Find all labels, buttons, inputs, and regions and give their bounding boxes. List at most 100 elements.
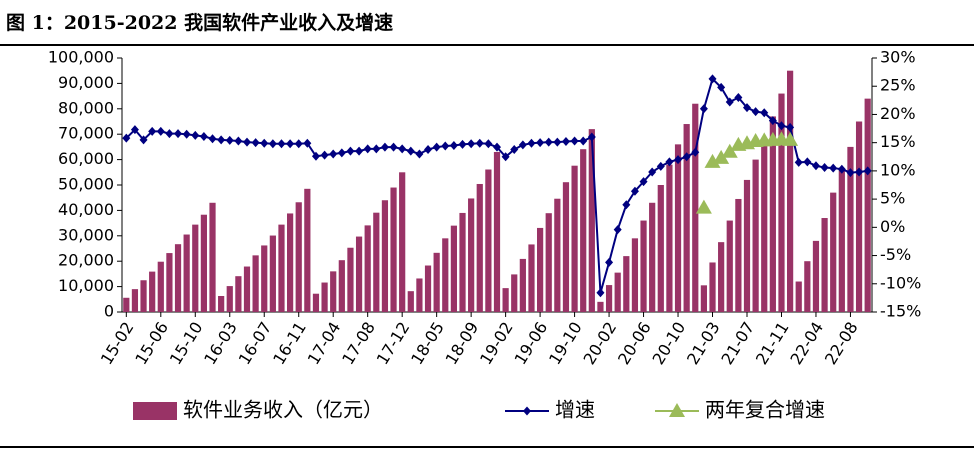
y-tick-label: 30,000: [58, 225, 114, 244]
line-marker: [165, 129, 174, 139]
bar: [674, 144, 682, 312]
line-marker: [441, 141, 450, 151]
line-marker: [837, 164, 846, 174]
line-marker: [199, 131, 208, 141]
bar: [778, 93, 785, 312]
legend-label: 软件业务收入（亿元）: [183, 398, 383, 422]
bar: [847, 146, 854, 312]
x-tick-label: 16-07: [235, 318, 276, 368]
bar: [347, 247, 354, 312]
bar: [235, 276, 242, 312]
y-tick-label: 20,000: [58, 251, 114, 270]
bar: [468, 198, 475, 312]
line-marker: [734, 93, 743, 103]
bar: [390, 187, 397, 312]
bar: [571, 165, 578, 312]
y2-tick-label: 5%: [880, 189, 905, 208]
line-marker: [277, 139, 286, 149]
line-marker: [648, 167, 657, 177]
line-marker: [587, 132, 596, 142]
line-marker: [630, 186, 639, 196]
line-marker: [536, 138, 545, 148]
x-tick-label: 16-11: [269, 318, 310, 368]
line-marker: [311, 151, 320, 161]
bar: [157, 261, 164, 312]
bar: [364, 225, 371, 312]
bar: [554, 198, 561, 312]
line-marker: [424, 144, 433, 154]
bar: [209, 202, 216, 312]
legend-swatch: [133, 402, 177, 420]
x-tick-label: 15-02: [97, 318, 138, 368]
triangle-marker: [713, 149, 730, 164]
line-marker: [415, 149, 424, 159]
bar: [355, 236, 363, 312]
line-marker: [708, 74, 717, 84]
y-tick-label: 90,000: [58, 73, 114, 92]
line-marker: [803, 157, 812, 167]
bar: [295, 202, 302, 312]
y2-tick-label: -5%: [880, 245, 911, 264]
x-tick-label: 20-10: [648, 318, 689, 368]
bar: [545, 213, 552, 312]
triangle-marker: [695, 199, 712, 214]
bar: [192, 224, 199, 312]
bar: [373, 212, 380, 312]
bar: [476, 183, 483, 312]
bar: [166, 253, 173, 312]
line-marker: [743, 103, 751, 113]
line-marker: [432, 142, 441, 152]
line-marker: [622, 200, 631, 210]
y-tick-label: 10,000: [58, 276, 114, 295]
y2-tick-label: 25%: [880, 76, 916, 95]
line-marker: [191, 130, 200, 140]
line-marker: [656, 161, 665, 171]
bar: [149, 271, 156, 312]
line-marker: [794, 157, 803, 167]
bar: [864, 98, 871, 312]
line-marker: [760, 108, 769, 118]
line-marker: [786, 122, 795, 132]
line-marker: [182, 129, 191, 139]
line-marker: [458, 139, 467, 149]
line-marker: [225, 135, 234, 145]
x-tick-label: 21-11: [752, 318, 793, 368]
y2-tick-label: -15%: [880, 302, 921, 321]
line-marker: [665, 157, 674, 167]
y2-tick-label: 15%: [880, 132, 916, 151]
bar: [218, 295, 225, 312]
bar: [381, 200, 389, 312]
line-marker: [286, 139, 295, 149]
bar: [804, 261, 811, 312]
line-marker: [398, 144, 407, 154]
bar: [174, 244, 182, 312]
y-tick-label: 50,000: [58, 175, 114, 194]
line-marker: [829, 163, 838, 173]
bar: [562, 182, 570, 312]
line-marker: [389, 142, 398, 152]
line-marker: [406, 146, 415, 156]
line-marker: [346, 146, 355, 156]
bar: [252, 255, 259, 312]
bar: [459, 212, 466, 312]
x-tick-label: 18-05: [407, 318, 448, 368]
triangle-marker: [721, 143, 738, 158]
bar: [321, 282, 328, 312]
bar: [140, 280, 147, 312]
y-tick-label: 70,000: [58, 124, 114, 143]
bar: [399, 172, 406, 312]
line-marker: [579, 136, 588, 146]
line-marker: [208, 134, 217, 144]
bar: [519, 258, 526, 312]
line-marker: [355, 146, 364, 156]
y2-tick-label: 20%: [880, 104, 916, 123]
line-marker: [174, 129, 183, 139]
bar: [485, 169, 492, 312]
y2-tick-label: 0%: [880, 217, 905, 236]
bar: [226, 286, 233, 312]
bar: [588, 129, 595, 312]
legend-marker: [669, 403, 685, 417]
line-marker: [751, 107, 760, 117]
line-marker: [303, 138, 312, 148]
bar: [657, 185, 664, 312]
